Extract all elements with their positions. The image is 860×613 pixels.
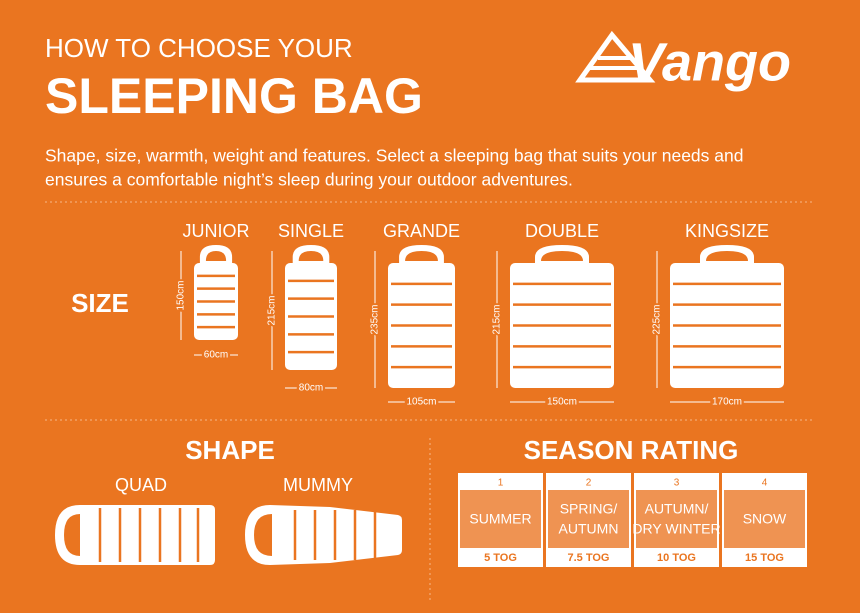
season-number: 2: [586, 478, 592, 489]
season-footer: [459, 548, 542, 566]
season-footer: [635, 548, 718, 566]
season-footer: [723, 548, 806, 566]
bag-name: DOUBLE: [525, 221, 599, 241]
kicker: HOW TO CHOOSE YOUR: [45, 33, 353, 63]
season-header: [547, 474, 630, 490]
bag-length: 225cm: [652, 304, 663, 334]
bag-width: 150cm: [547, 397, 577, 408]
bag-width: 80cm: [299, 383, 323, 394]
season-label: AUTUMN: [559, 521, 619, 537]
shape-title: SHAPE: [185, 435, 275, 465]
bag-name: KINGSIZE: [685, 221, 769, 241]
bag-width: 170cm: [712, 397, 742, 408]
season-number: 1: [498, 478, 504, 489]
bag-hood-inner: [298, 251, 324, 261]
season-number: 3: [674, 478, 680, 489]
bag-name: GRANDE: [383, 221, 460, 241]
logo: [575, 30, 656, 83]
quad-bag: [55, 505, 215, 565]
mummy-bag: [245, 505, 402, 565]
bag-length: 235cm: [370, 304, 381, 334]
season-label: SUMMER: [469, 511, 531, 527]
season-number: 4: [762, 478, 768, 489]
season-tog: 10 TOG: [657, 552, 696, 564]
mummy-hood: [254, 514, 272, 556]
season-title: SEASON RATING: [524, 435, 739, 465]
bag-name: SINGLE: [278, 221, 344, 241]
bag-length: 215cm: [492, 304, 503, 334]
season-footer: [547, 548, 630, 566]
season-label: AUTUMN/: [645, 501, 709, 517]
season-tog: 7.5 TOG: [568, 552, 610, 564]
shape-name: QUAD: [115, 475, 167, 495]
bag-hood-inner: [541, 251, 583, 261]
shape-name: MUMMY: [283, 475, 353, 495]
title: SLEEPING BAG: [45, 68, 423, 124]
bag-length: 215cm: [267, 295, 278, 325]
intro-line: Shape, size, warmth, weight and features…: [45, 146, 743, 166]
brand: Vango: [628, 32, 791, 92]
season-tog: 5 TOG: [484, 552, 517, 564]
quad-hood: [64, 514, 80, 556]
season-header: [723, 474, 806, 490]
bag-width: 60cm: [204, 350, 228, 361]
bag-name: JUNIOR: [183, 221, 250, 241]
bag-width: 105cm: [406, 397, 436, 408]
bag-hood-inner: [205, 251, 227, 261]
season-label: DRY WINTER: [632, 521, 720, 537]
season-label: SPRING/: [560, 501, 618, 517]
size-label: SIZE: [71, 288, 129, 318]
bag-hood-inner: [706, 251, 748, 261]
intro-line: ensures a comfortable night’s sleep duri…: [45, 170, 573, 190]
bag-hood-inner: [405, 251, 438, 261]
season-tog: 15 TOG: [745, 552, 784, 564]
season-header: [459, 474, 542, 490]
bag-length: 150cm: [176, 280, 187, 310]
season-header: [635, 474, 718, 490]
logo-stripes: [590, 56, 640, 70]
season-label: SNOW: [743, 511, 787, 527]
